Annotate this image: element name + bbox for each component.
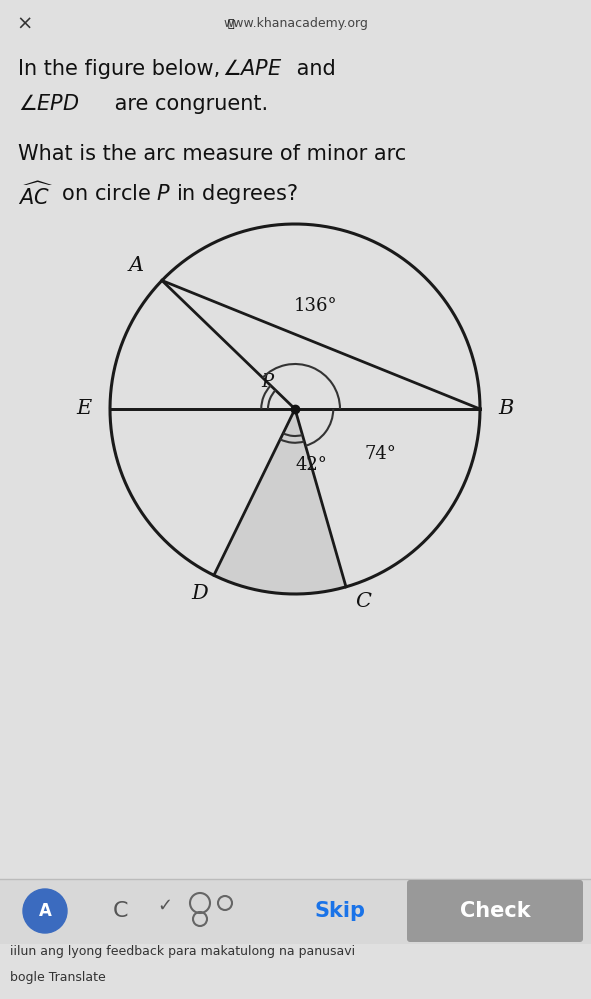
Text: are congruent.: are congruent. (108, 94, 268, 114)
Text: 42°: 42° (296, 456, 327, 474)
Text: 🔒: 🔒 (227, 19, 234, 29)
Text: P: P (261, 373, 273, 391)
Text: B: B (498, 400, 514, 419)
Text: $\angle EPD$: $\angle EPD$ (18, 94, 80, 114)
Text: bogle Translate: bogle Translate (10, 970, 106, 983)
Text: $\widehat{AC}$: $\widehat{AC}$ (18, 182, 53, 209)
Text: Skip: Skip (314, 901, 365, 921)
Text: www.khanacademy.org: www.khanacademy.org (223, 18, 368, 31)
Text: E: E (77, 400, 92, 419)
Text: In the figure below,: In the figure below, (18, 59, 227, 79)
Text: on circle $P$ in degrees?: on circle $P$ in degrees? (55, 182, 298, 206)
Text: Check: Check (460, 901, 530, 921)
Text: A: A (38, 902, 51, 920)
Text: D: D (191, 584, 209, 603)
Text: ✓: ✓ (157, 897, 173, 915)
Circle shape (23, 889, 67, 933)
FancyBboxPatch shape (407, 880, 583, 942)
Text: What is the arc measure of minor arc: What is the arc measure of minor arc (18, 144, 406, 164)
Text: 136°: 136° (294, 297, 337, 315)
Text: A: A (129, 257, 144, 276)
Text: C: C (112, 901, 128, 921)
Bar (0, 878, 591, 943)
Text: 74°: 74° (365, 446, 397, 464)
Text: and: and (290, 59, 336, 79)
Text: $\angle APE$: $\angle APE$ (222, 59, 282, 79)
Polygon shape (214, 409, 346, 594)
Text: ×: × (17, 15, 33, 34)
Text: iilun ang lyong feedback para makatulong na panusavi: iilun ang lyong feedback para makatulong… (10, 944, 355, 957)
Text: C: C (355, 592, 371, 611)
